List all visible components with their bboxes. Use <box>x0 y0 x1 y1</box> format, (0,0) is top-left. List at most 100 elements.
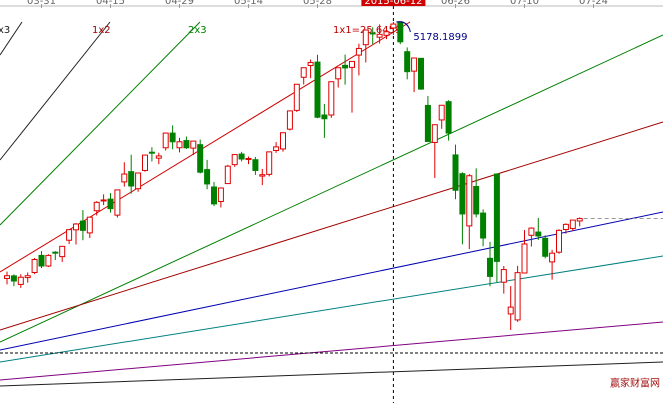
candle-body <box>197 144 204 173</box>
candle-body <box>238 153 245 160</box>
crosshair-label-bg <box>361 0 426 6</box>
candle-body <box>259 174 266 177</box>
candle-body <box>542 237 549 257</box>
candle-body <box>369 32 376 35</box>
candle-body <box>176 141 183 149</box>
candle-body <box>286 110 293 130</box>
candle-body <box>107 198 114 210</box>
x-tick-label: 05-14 <box>234 0 263 7</box>
candle-body <box>424 104 431 142</box>
candle-body <box>466 175 473 227</box>
candle-body <box>183 140 190 149</box>
candle-body <box>500 269 507 283</box>
fan-line <box>0 321 663 381</box>
candle-body <box>514 272 521 321</box>
candle-body <box>162 132 169 149</box>
candle-body <box>245 158 252 161</box>
candle-body <box>307 61 314 67</box>
candle-body <box>4 275 10 279</box>
candle-body <box>293 83 300 111</box>
candle-body <box>38 254 45 267</box>
candle-body <box>349 60 355 68</box>
candle-body <box>445 101 452 134</box>
candle-body <box>128 171 135 187</box>
candle-body <box>10 275 17 282</box>
candle-body <box>480 212 487 239</box>
candle-body <box>17 276 24 285</box>
candle-body <box>438 104 445 121</box>
candle-body <box>24 275 31 279</box>
candle-body <box>362 29 369 46</box>
candle-body <box>459 173 466 215</box>
candle-body <box>321 114 328 120</box>
x-tick-label: 04-15 <box>96 0 125 7</box>
candle-body <box>383 31 390 36</box>
candle-body <box>217 187 224 202</box>
candle-body <box>335 67 342 80</box>
peak-arrow <box>396 21 411 33</box>
candle-body <box>266 151 273 175</box>
x-tick-label: 05-28 <box>303 0 332 7</box>
candle-body <box>79 220 86 231</box>
candle-body <box>52 251 59 254</box>
peak-label: 5178.1899 <box>413 32 467 43</box>
candle-body <box>86 216 93 234</box>
candle-body <box>431 124 438 143</box>
candle-body <box>342 64 349 69</box>
candle-body <box>300 67 307 78</box>
candle-body <box>411 57 418 72</box>
watermark: 赢家财富网 <box>610 376 660 389</box>
x-tick-label: 04-29 <box>165 0 194 7</box>
candle-body <box>355 47 362 56</box>
candle-body <box>418 57 424 90</box>
candle-body <box>473 185 480 215</box>
fan-line <box>0 21 201 226</box>
candle-body <box>376 33 383 38</box>
candle-body <box>404 51 411 73</box>
candle-body <box>328 81 335 116</box>
candle-body <box>535 231 542 237</box>
candle-body <box>66 229 73 241</box>
crosshair-label: 2015-06-12 <box>364 0 422 7</box>
fan-label: 2x3 <box>188 25 207 36</box>
candle-body <box>273 146 280 151</box>
fan-line <box>0 21 23 56</box>
fan-line <box>0 211 663 351</box>
candle-body <box>224 165 231 185</box>
candle-body <box>121 173 128 183</box>
candle-body <box>231 154 238 166</box>
candle-body <box>190 140 197 149</box>
candle-body <box>452 154 459 191</box>
candle-body <box>211 186 217 205</box>
candle-body <box>204 169 211 185</box>
candle-body <box>31 259 38 273</box>
candle-body <box>528 227 535 236</box>
fan-label: 1x2 <box>92 25 111 36</box>
candle-body <box>397 22 404 43</box>
candle-body <box>169 132 176 143</box>
candle-body <box>562 223 569 230</box>
candle-body <box>114 189 121 216</box>
candle-body <box>314 61 321 118</box>
candle-body <box>390 23 397 29</box>
fan-line <box>0 21 111 161</box>
candle-body <box>556 229 562 253</box>
candle-body <box>493 173 500 262</box>
candle-body <box>93 201 100 212</box>
x-tick-label: 07-10 <box>510 0 539 7</box>
fan-line <box>0 121 663 331</box>
candle-body <box>487 257 493 277</box>
candle-body <box>576 218 583 222</box>
x-tick-label: 06-26 <box>441 0 470 7</box>
fan-line <box>0 34 663 343</box>
candle-body <box>73 223 79 231</box>
candles <box>4 21 583 330</box>
fan-label: x3 <box>0 25 10 36</box>
candle-body <box>59 245 66 258</box>
candle-body <box>100 199 107 202</box>
x-tick-label: 03-31 <box>27 0 56 7</box>
candle-body <box>45 254 52 267</box>
candle-body <box>507 306 514 315</box>
